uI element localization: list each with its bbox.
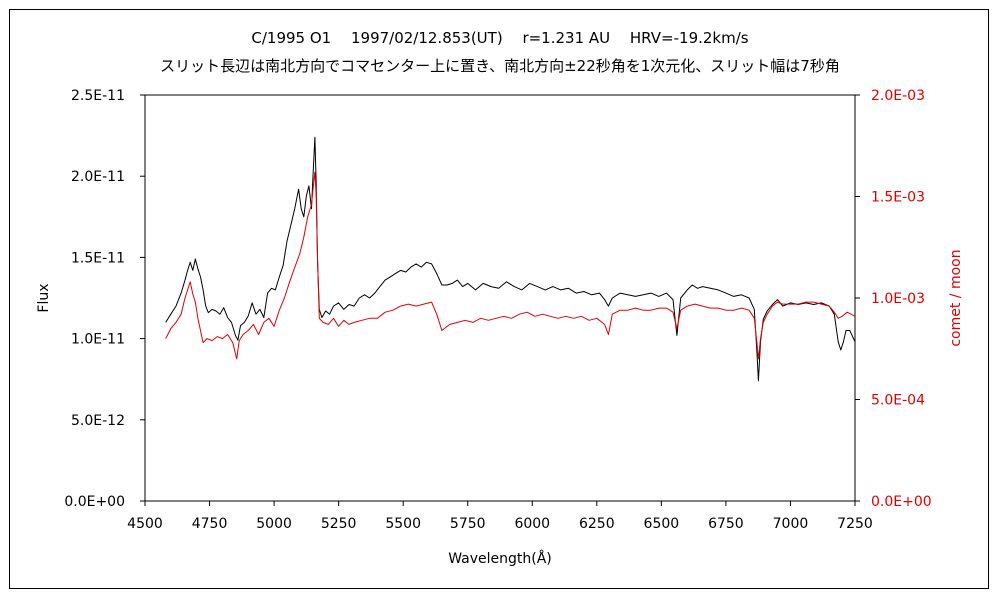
y-tick-label: 2.5E-11: [71, 88, 125, 104]
y2-tick-label: 2.0E-03: [871, 88, 925, 104]
x-tick-label: 5500: [385, 516, 421, 532]
y-tick-label: 2.0E-11: [71, 169, 125, 185]
x-tick-label: 6250: [579, 516, 615, 532]
x-axis: 4500 4750 5000 5250 5500 5750 6000 6250 6500 6750…: [127, 501, 873, 532]
x-tick-label: 6000: [514, 516, 550, 532]
x-axis-title: Wavelength(Å): [448, 550, 552, 567]
y-axis-title: Flux: [36, 283, 52, 312]
x-tick-label: 7250: [837, 516, 873, 532]
x-tick-label: 5750: [450, 516, 486, 532]
x-tick-label: 6750: [708, 516, 744, 532]
x-tick-label: 4500: [127, 516, 163, 532]
flux-line: [165, 136, 856, 382]
y-tick-label: 0.0E+00: [64, 494, 125, 510]
x-tick-label: 5250: [321, 516, 357, 532]
right-y-axis: 0.0E+00 5.0E-04 1.0E-03 1.5E-03 2.0E-03: [855, 88, 932, 510]
chart-title: C/1995 O1 1997/02/12.853(UT) r=1.231 AU …: [251, 29, 749, 47]
chart-subtitle: スリット長辺は南北方向でコマセンター上に置き、南北方向±22秒角を1次元化、スリ…: [160, 57, 840, 75]
y2-tick-label: 1.5E-03: [871, 190, 925, 206]
x-tick-label: 7000: [773, 516, 809, 532]
comet-moon-ratio-line: [165, 171, 856, 360]
y-tick-label: 5.0E-12: [71, 413, 125, 429]
x-tick-label: 6500: [644, 516, 680, 532]
y-tick-label: 1.5E-11: [71, 250, 125, 266]
plot-area: [144, 94, 856, 502]
x-tick-label: 4750: [192, 516, 228, 532]
y-tick-label: 1.0E-11: [71, 332, 125, 348]
y2-tick-label: 5.0E-04: [871, 393, 925, 409]
series-group: [165, 136, 856, 382]
x-tick-label: 5000: [256, 516, 292, 532]
left-y-axis: 0.0E+00 5.0E-12 1.0E-11 1.5E-11 2.0E-11 2.5E-…: [64, 88, 145, 510]
y2-axis-title: comet / moon: [948, 249, 964, 346]
y2-tick-label: 0.0E+00: [871, 494, 932, 510]
y2-tick-label: 1.0E-03: [871, 291, 925, 307]
